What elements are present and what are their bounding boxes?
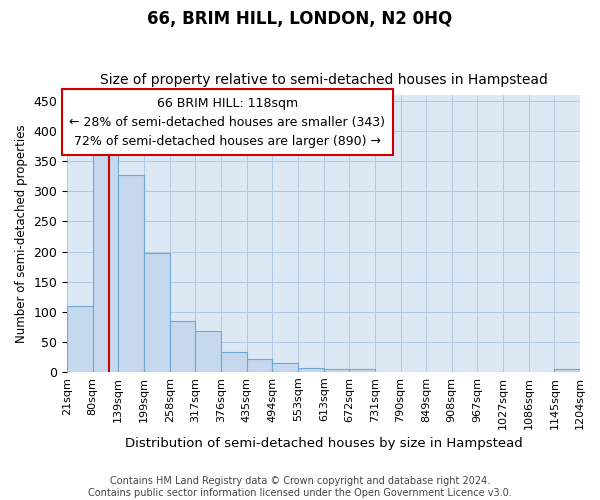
Bar (145, 254, 170, 372)
Bar (221, 352, 247, 372)
Text: 66 BRIM HILL: 118sqm
← 28% of semi-detached houses are smaller (343)
72% of semi: 66 BRIM HILL: 118sqm ← 28% of semi-detac… (69, 96, 385, 148)
Bar (554, 369, 580, 372)
Text: 66, BRIM HILL, LONDON, N2 0HQ: 66, BRIM HILL, LONDON, N2 0HQ (148, 10, 452, 28)
Y-axis label: Number of semi-detached properties: Number of semi-detached properties (15, 124, 28, 343)
Bar (196, 331, 221, 372)
Title: Size of property relative to semi-detached houses in Hampstead: Size of property relative to semi-detach… (100, 73, 548, 87)
Bar (170, 320, 196, 372)
Bar (247, 358, 272, 372)
Bar (67, 306, 93, 372)
X-axis label: Distribution of semi-detached houses by size in Hampstead: Distribution of semi-detached houses by … (125, 437, 523, 450)
Bar (349, 369, 375, 372)
Bar (93, 149, 118, 372)
Bar (324, 369, 349, 372)
Bar (298, 368, 324, 372)
Text: Contains HM Land Registry data © Crown copyright and database right 2024.
Contai: Contains HM Land Registry data © Crown c… (88, 476, 512, 498)
Bar (118, 174, 145, 372)
Bar (272, 363, 298, 372)
